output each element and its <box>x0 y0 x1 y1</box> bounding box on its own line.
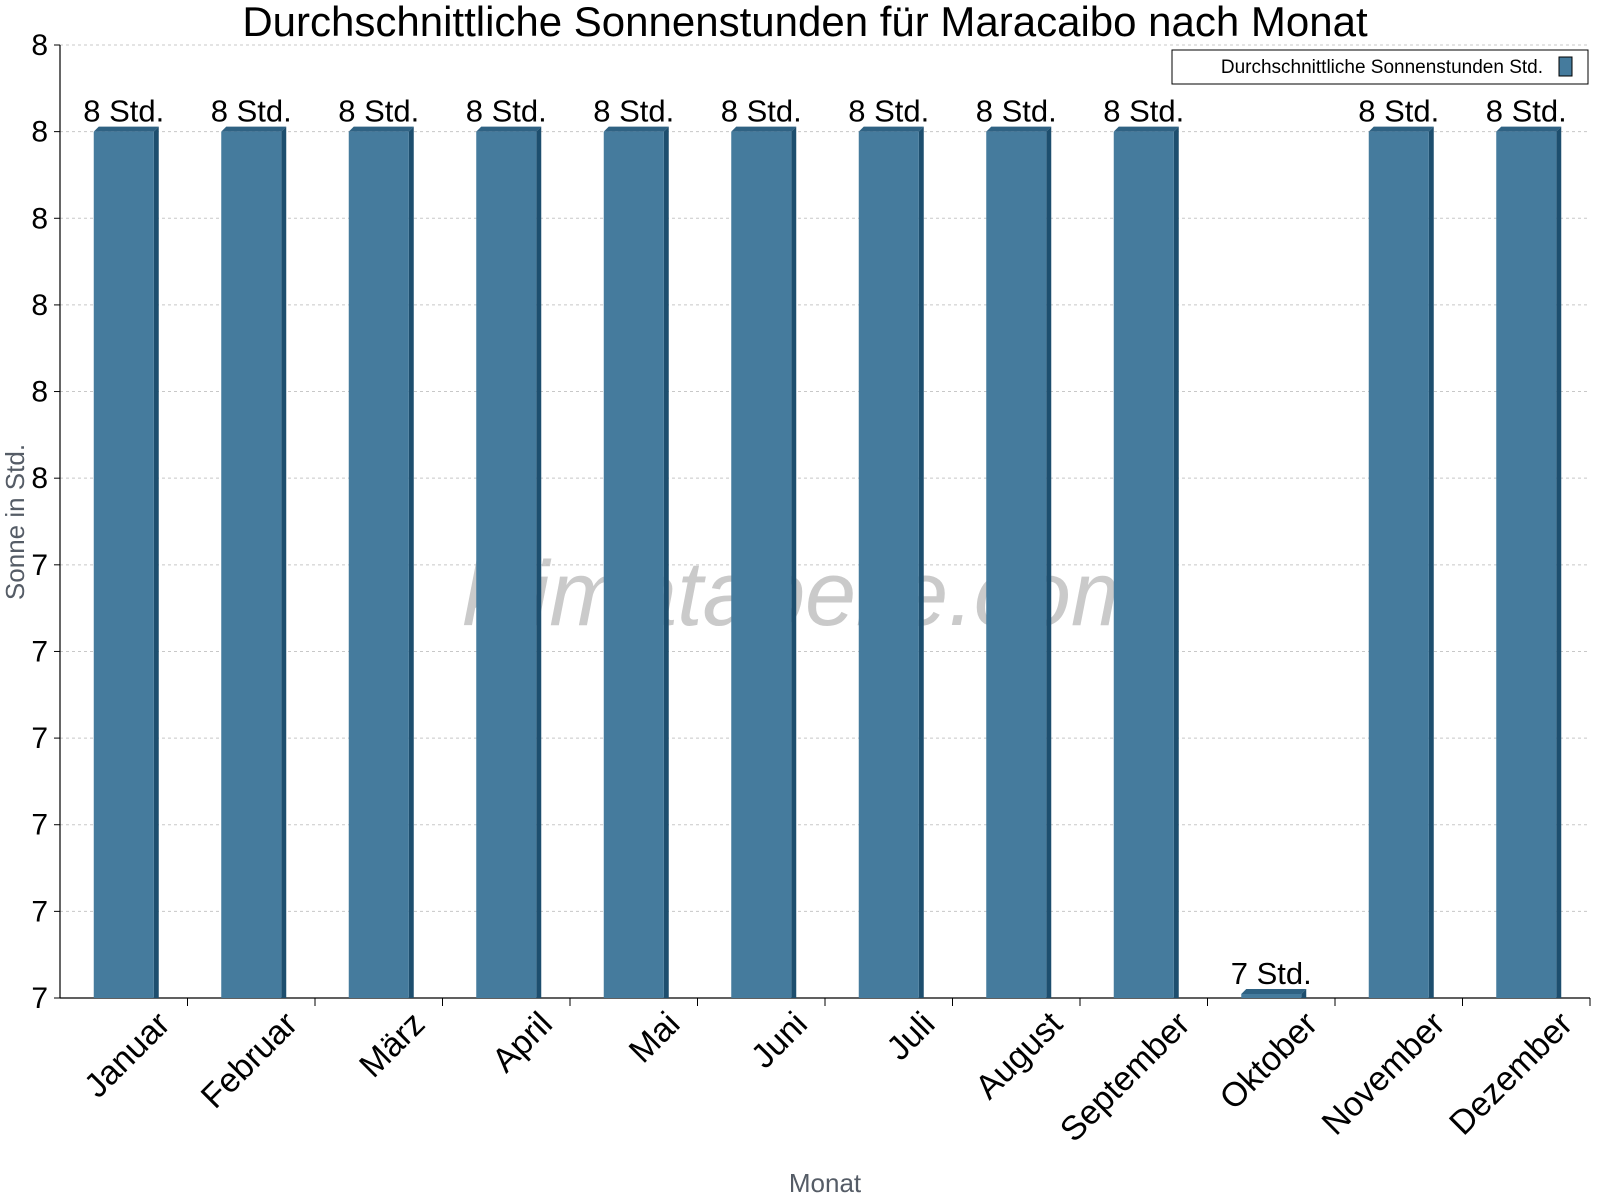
bar-side-9 <box>1301 989 1307 998</box>
x-tick-label-10: November <box>1315 1005 1453 1143</box>
x-tick-label-7: August <box>968 1004 1070 1106</box>
y-tick-label-7: 8 <box>31 376 48 409</box>
bar-3 <box>476 131 537 999</box>
y-tick-label-5: 7 <box>31 549 48 582</box>
x-tick-label-8: September <box>1053 1005 1197 1149</box>
bar-side-10 <box>1428 126 1434 999</box>
x-tick-label-3: April <box>485 1005 560 1080</box>
y-axis: 7 7 7 7 7 7 8 8 8 8 8 8 <box>31 29 61 1015</box>
data-label-2: 8 Std. <box>338 94 419 129</box>
bar-top-1 <box>221 126 287 132</box>
data-label-0: 8 Std. <box>83 94 164 129</box>
data-label-4: 8 Std. <box>593 94 674 129</box>
y-tick-label-10: 8 <box>31 116 48 149</box>
bar-top-11 <box>1496 126 1562 132</box>
bar-top-7 <box>986 126 1052 132</box>
bar-5 <box>731 131 792 999</box>
bar-top-9 <box>1241 989 1307 994</box>
bar-side-5 <box>791 126 797 999</box>
x-tick-label-0: Januar <box>77 1005 177 1105</box>
y-tick-label-8: 8 <box>31 289 48 322</box>
bar-side-6 <box>918 126 924 999</box>
bar-8 <box>1113 131 1174 999</box>
x-tick-label-1: Februar <box>194 1005 305 1116</box>
data-label-7: 8 Std. <box>976 94 1057 129</box>
y-axis-label: Sonne in Std. <box>0 444 30 600</box>
data-label-3: 8 Std. <box>466 94 547 129</box>
bar-top-4 <box>603 126 669 132</box>
bar-9 <box>1241 994 1302 998</box>
y-tick-label-3: 7 <box>31 722 48 755</box>
x-axis: Januar Februar März April Mai Juni Juli AugustS… <box>60 997 1591 1149</box>
x-tick-label-6: Juli <box>879 1005 942 1068</box>
bar-side-3 <box>536 126 542 999</box>
y-tick-label-0: 7 <box>31 982 48 1015</box>
chart-title: Durchschnittliche Sonnenstunden für Mara… <box>242 0 1368 45</box>
y-tick-label-9: 8 <box>31 202 48 235</box>
y-tick-label-4: 7 <box>31 635 48 668</box>
bar-top-5 <box>731 126 797 132</box>
y-tick-label-2: 7 <box>31 809 48 842</box>
legend-box <box>1171 49 1589 85</box>
bar-2 <box>348 131 409 999</box>
x-tick-label-5: Juni <box>744 1005 815 1076</box>
bars: 8 Std. 8 Std. 8 Std. 8 Std. 8 Std. 8 Std. 8 St… <box>83 94 1567 999</box>
bar-10 <box>1368 131 1429 999</box>
bar-side-4 <box>663 126 669 999</box>
x-axis-label: Monat <box>789 1168 862 1198</box>
x-tick-label-9: Oktober <box>1213 1005 1325 1117</box>
bar-side-11 <box>1556 126 1562 999</box>
x-tick-label-4: Mai <box>622 1005 688 1071</box>
data-label-11: 8 Std. <box>1486 94 1567 129</box>
bar-side-0 <box>153 126 159 999</box>
bar-side-2 <box>408 126 414 999</box>
data-label-10: 8 Std. <box>1358 94 1439 129</box>
y-tick-label-11: 8 <box>31 29 48 62</box>
bar-6 <box>858 131 919 999</box>
bar-top-8 <box>1113 126 1179 132</box>
legend-label: Durchschnittliche Sonnenstunden Std. <box>1221 57 1543 78</box>
data-label-8: 8 Std. <box>1103 94 1184 129</box>
bar-top-2 <box>348 126 414 132</box>
bar-side-1 <box>281 126 287 999</box>
bar-side-8 <box>1173 126 1179 999</box>
data-label-1: 8 Std. <box>211 94 292 129</box>
bar-top-6 <box>858 126 924 132</box>
gridlines <box>60 44 1590 999</box>
legend: Durchschnittliche Sonnenstunden Std. <box>1171 49 1589 85</box>
bar-top-0 <box>93 126 159 132</box>
data-label-9: 7 Std. <box>1231 956 1312 991</box>
bar-11 <box>1496 131 1557 999</box>
bar-top-3 <box>476 126 542 132</box>
legend-swatch <box>1558 56 1573 77</box>
bar-top-10 <box>1368 126 1434 132</box>
bar-4 <box>603 131 664 999</box>
y-tick-label-1: 7 <box>31 895 48 928</box>
y-tick-label-6: 8 <box>31 462 48 495</box>
bar-1 <box>221 131 282 999</box>
bar-7 <box>986 131 1047 999</box>
bar-side-7 <box>1046 126 1052 999</box>
data-label-6: 8 Std. <box>848 94 929 129</box>
x-tick-label-11: Dezember <box>1442 1005 1580 1143</box>
data-label-5: 8 Std. <box>721 94 802 129</box>
bar-0 <box>93 131 154 999</box>
x-tick-label-2: März <box>352 1005 432 1085</box>
